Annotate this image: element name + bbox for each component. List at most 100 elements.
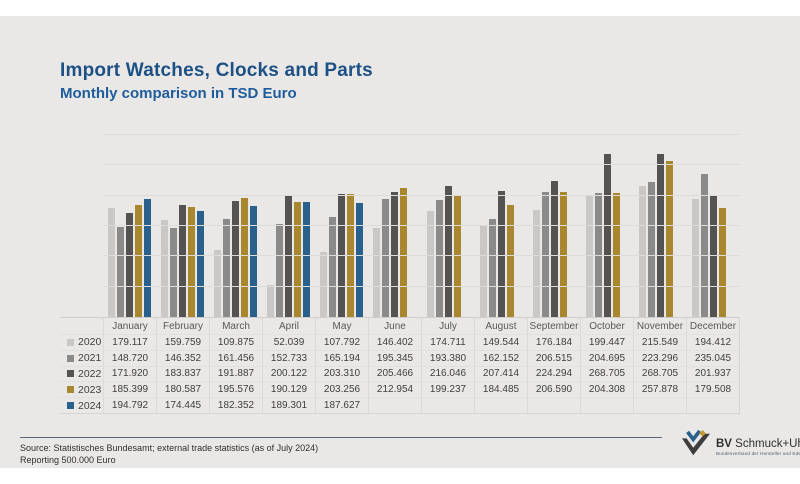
bar-slot [569,135,576,317]
bar-slot [338,135,346,317]
bar-group-july [421,135,474,317]
value-cell-2021-june: 195.345 [368,349,421,366]
bar-slot [675,135,682,317]
bar-slot [144,135,152,317]
value-cell-2020-may: 107.792 [315,334,368,350]
bar-group-june [368,135,421,317]
bar-slot [463,135,470,317]
bar-slot [232,135,240,317]
bar-2024-may [356,203,364,317]
value-cell-2022-march: 191.887 [209,365,262,382]
bar-2022-february [179,205,187,317]
bar-slot [453,135,461,317]
bar-2021-february [170,228,178,317]
bar-2020-november [638,186,646,317]
month-header-january: January [103,318,156,334]
bar-slot [541,135,549,317]
value-cell-2022-august: 207.414 [474,365,527,382]
value-cell-2021-august: 162.152 [474,349,527,366]
bar-slot [603,135,611,317]
bar-2021-march [223,219,231,317]
chart-plot [103,134,740,317]
value-cell-2020-april: 52.039 [262,334,315,350]
value-cell-2021-january: 148.720 [103,349,156,366]
value-cell-2021-july: 193.380 [421,349,474,366]
bar-slot [303,135,311,317]
value-cell-2024-march: 182.352 [209,397,262,413]
bar-2023-september [559,191,567,317]
bar-2022-november [656,154,664,317]
value-cell-2021-october: 204.695 [580,349,633,366]
bar-slot [656,135,664,317]
value-cell-2020-june: 146.402 [368,334,421,350]
bar-2021-december [700,174,708,317]
value-cell-2020-february: 159.759 [156,334,209,350]
value-cell-2022-november: 268.705 [633,365,686,382]
value-cell-2021-march: 161.456 [209,349,262,366]
value-cell-2023-april: 190.129 [262,381,315,398]
value-cell-2022-december: 201.937 [686,365,739,382]
bar-slot [585,135,593,317]
slide: Import Watches, Clocks and Parts Monthly… [0,16,800,468]
bar-2023-october [612,193,620,317]
bar-2023-february [188,207,196,317]
bar-group-february [156,135,209,317]
bar-slot [276,135,284,317]
value-cell-2021-december: 235.045 [686,349,739,366]
bar-slot [250,135,258,317]
value-cell-2024-may: 187.627 [315,397,368,413]
bar-2021-november [647,181,655,317]
value-cell-2024-february: 174.445 [156,397,209,413]
bar-slot [691,135,699,317]
value-cell-2023-december: 179.508 [686,381,739,398]
bar-group-november [634,135,687,317]
bar-slot [108,135,116,317]
month-header-april: April [262,318,315,334]
bar-slot [391,135,399,317]
gridline-150000 [103,225,740,226]
gridline-250000 [103,164,740,166]
value-cell-2021-september: 206.515 [527,349,580,366]
bar-2023-december [718,208,726,317]
bar-slot [356,135,364,317]
bar-2020-february [161,220,169,317]
bar-2020-april [267,285,275,317]
bar-slot [409,135,416,317]
bar-slot [135,135,143,317]
value-cell-2023-february: 180.587 [156,381,209,398]
legend-year-2024: 2024 [60,397,103,413]
bar-2024-january [144,198,152,317]
bar-slot [426,135,434,317]
bar-slot [223,135,231,317]
value-cell-2020-july: 174.711 [421,334,474,350]
reporting-text: Reporting 500.000 Euro [20,455,116,465]
value-cell-2022-february: 183.837 [156,365,209,382]
value-cell-2023-june: 212.954 [368,381,421,398]
bar-group-october [581,135,634,317]
legend-year-2023: 2023 [60,381,103,397]
legend-swatch-2022 [67,370,74,378]
gridline-200000 [103,194,740,196]
bar-slot [161,135,169,317]
value-cell-2024-september [527,397,580,413]
bar-slot [594,135,602,317]
bar-slot [170,135,178,317]
bar-2022-march [232,200,240,317]
bar-slot [559,135,567,317]
bar-slot [532,135,540,317]
value-cell-2020-january: 179.117 [103,334,156,350]
bar-slot [516,135,523,317]
bar-slot [718,135,726,317]
bar-2021-may [329,216,337,317]
bar-2020-october [585,196,593,317]
bar-slot [214,135,222,317]
value-cell-2023-august: 184.485 [474,381,527,398]
value-cell-2020-october: 199.447 [580,334,633,350]
bar-2023-june [400,187,408,317]
bar-group-december [687,135,740,317]
logo-text: BV Schmuck+Uhren Bundesverband der Herst… [716,438,800,456]
bv-schmuck-uhren-logo: BV Schmuck+Uhren Bundesverband der Herst… [680,429,800,463]
month-header-october: October [580,318,633,334]
year-label: 2020 [78,336,102,349]
